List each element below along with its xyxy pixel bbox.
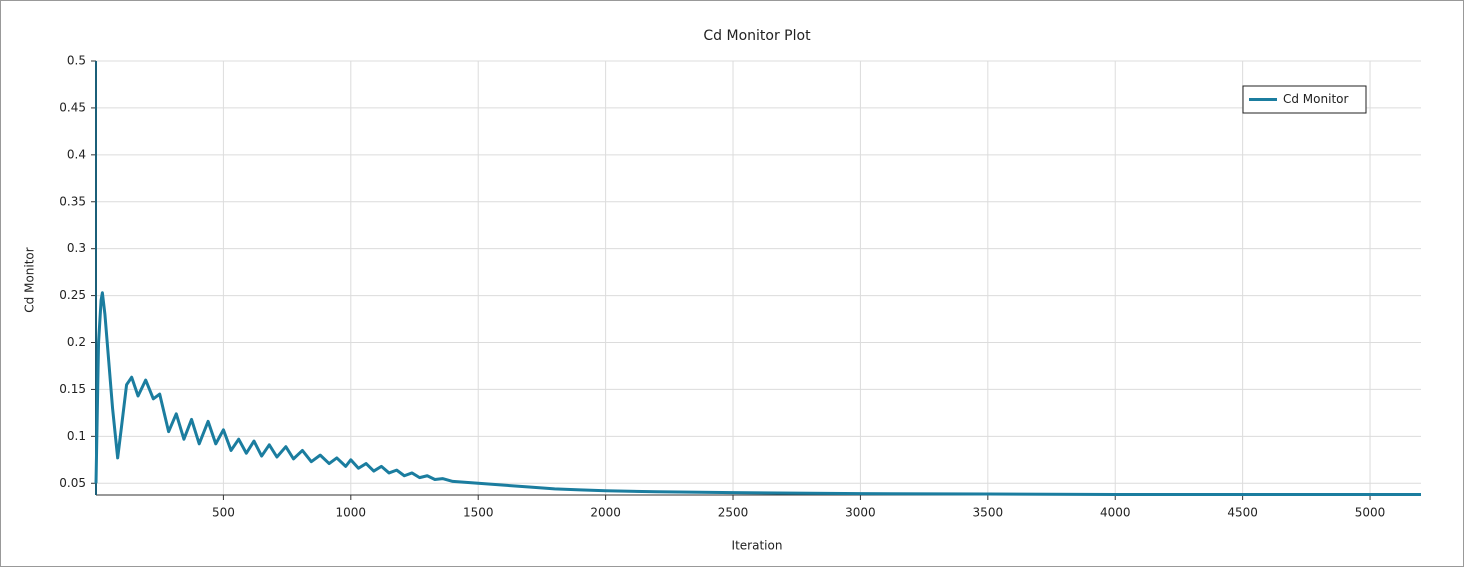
y-tick-label: 0.15 <box>59 382 86 396</box>
x-tick-label: 500 <box>212 506 235 520</box>
x-tick-label: 2500 <box>718 506 749 520</box>
legend-label: Cd Monitor <box>1283 92 1348 106</box>
y-tick-label: 0.3 <box>67 241 86 255</box>
chart-title: Cd Monitor Plot <box>703 28 811 44</box>
x-axis-label: Iteration <box>732 539 783 553</box>
y-tick-label: 0.5 <box>67 54 86 68</box>
x-tick-label: 4000 <box>1100 506 1131 520</box>
x-tick-label: 3000 <box>845 506 876 520</box>
y-axis-label: Cd Monitor <box>23 247 37 312</box>
y-tick-label: 0.1 <box>67 429 86 443</box>
x-tick-label: 3500 <box>973 506 1004 520</box>
x-tick-label: 1500 <box>463 506 494 520</box>
x-tick-label: 1000 <box>336 506 367 520</box>
y-tick-label: 0.45 <box>59 100 86 114</box>
x-tick-label: 2000 <box>590 506 621 520</box>
y-tick-label: 0.35 <box>59 194 86 208</box>
data-line <box>94 291 1421 497</box>
y-tick-label: 0.4 <box>67 147 86 161</box>
y-tick-label: 0.2 <box>67 335 86 349</box>
y-tick-label: 0.25 <box>59 288 86 302</box>
y-tick-label: 0.05 <box>59 476 86 490</box>
x-tick-label: 5000 <box>1355 506 1386 520</box>
x-tick-label: 4500 <box>1227 506 1258 520</box>
